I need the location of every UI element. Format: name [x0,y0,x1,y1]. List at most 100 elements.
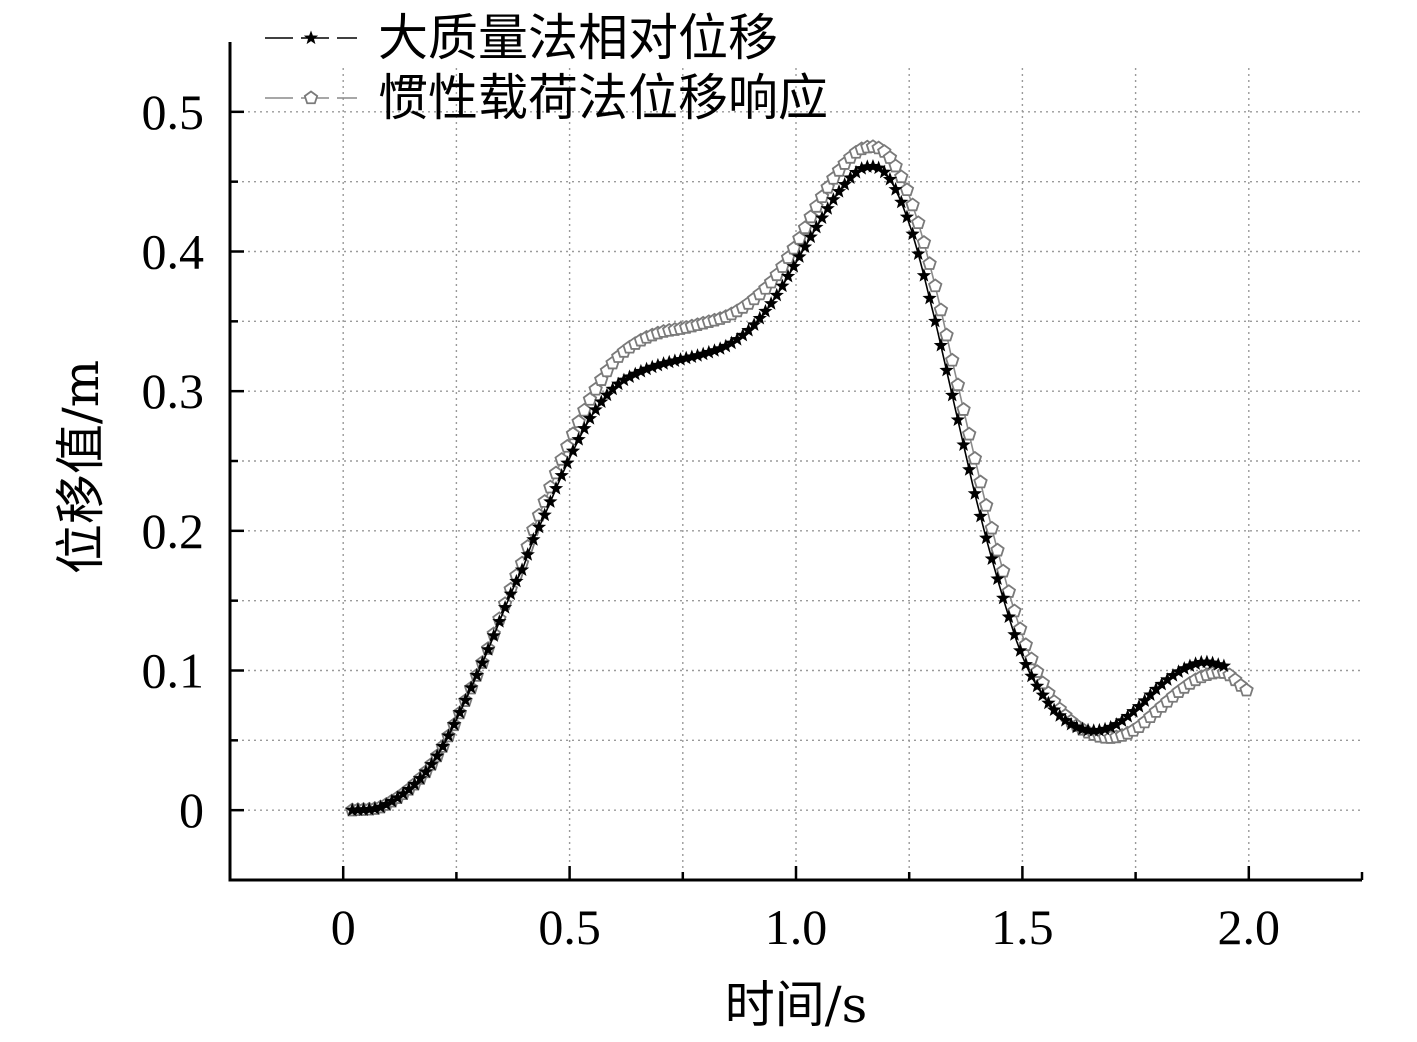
data-point-star [662,354,677,369]
data-point-star [345,802,360,817]
data-point-star [537,507,552,522]
data-point-star [520,547,535,561]
data-point-star [424,757,439,771]
data-point-star [605,381,620,396]
data-point-star [458,692,473,707]
data-point-star [531,519,547,534]
data-point-pentagon [792,230,807,245]
data-point-star [1194,654,1209,669]
data-point-star [1046,702,1062,717]
data-point-star [1029,678,1045,693]
data-point-star [384,793,400,808]
data-point-star [746,317,762,331]
data-point-pentagon [922,256,937,270]
data-point-star [577,421,592,435]
data-point-pentagon [944,352,960,367]
data-point-pentagon [990,542,1005,557]
data-point-pentagon [927,278,943,293]
data-point-star [950,412,966,426]
series-layer [345,139,1254,817]
data-point-star [441,728,456,742]
data-point-star [1063,716,1079,731]
data-point-star [996,590,1011,605]
data-point-star [475,655,490,670]
data-point-star [401,781,416,796]
data-point-star [899,209,915,224]
y-tick-label: 0.1 [142,643,205,699]
data-point-star [430,748,445,763]
data-point-star [486,628,501,642]
data-point-star [509,573,524,588]
data-point-star [350,802,366,816]
data-point-star [1092,722,1107,737]
data-point-star [650,357,666,372]
data-point-star [1109,717,1124,731]
data-point-star [413,771,428,785]
data-point-star [780,268,796,283]
data-point-star [826,192,841,206]
data-point-pentagon [1024,651,1039,666]
data-point-star [356,802,371,816]
data-point-star [843,170,858,184]
data-point-star [1007,627,1022,641]
data-point-pentagon [916,235,932,249]
legend-label-large-mass: 大质量法相对位移 [378,9,778,67]
data-point-star [645,359,660,374]
data-point-star [769,287,784,302]
data-point-star [848,164,864,179]
legend-label-inertial-load: 惯性载荷法位移响应 [378,69,828,127]
data-point-star [543,494,558,508]
x-tick-label: 0.5 [538,899,601,955]
data-point-star [713,341,728,355]
data-point-star [707,343,722,357]
data-point-star [1001,609,1016,624]
data-point-pentagon [933,302,949,317]
data-point-star [548,481,564,495]
data-point-star [905,226,920,241]
data-point-star [911,246,926,260]
data-point-star [379,797,394,811]
data-point-pentagon [786,240,801,255]
data-point-star [775,278,790,293]
data-point-pentagon [565,426,581,441]
data-point-star [622,369,637,383]
data-point-star [741,322,756,337]
data-point-pentagon [894,169,909,184]
data-point-star [1154,676,1169,691]
data-point-star [367,801,383,815]
data-point-star [1171,664,1186,678]
data-point-star [984,551,999,566]
data-point-star [763,296,779,310]
grid-layer [230,68,1362,880]
data-point-star [503,586,518,601]
data-point-star [560,455,575,470]
data-point-star [803,229,818,244]
data-point-star [1188,656,1203,670]
y-tick-label: 0.3 [142,363,205,419]
data-point-pentagon [899,182,915,197]
data-point-star [1143,687,1158,701]
data-point-star [854,161,869,175]
data-point-star [1177,661,1192,675]
data-point-pentagon [961,426,977,441]
data-point-star [463,680,479,694]
data-point-star [979,530,994,545]
data-point-pentagon [1012,621,1028,636]
y-axis-title: 位移值/m [52,360,110,574]
data-point-star [1148,681,1164,696]
data-point-pentagon [1007,603,1022,618]
data-point-star [831,184,847,198]
data-point-star [628,366,643,381]
data-point-star [916,268,932,282]
data-point-star [1131,699,1147,713]
data-point-star [928,313,943,328]
data-point-pentagon [1018,637,1034,652]
data-point-star [418,764,433,779]
data-point-star [1137,693,1152,707]
data-point-pentagon [939,327,954,342]
data-point-star [962,462,977,476]
data-point-pentagon [803,209,818,224]
data-point-star [990,571,1005,586]
